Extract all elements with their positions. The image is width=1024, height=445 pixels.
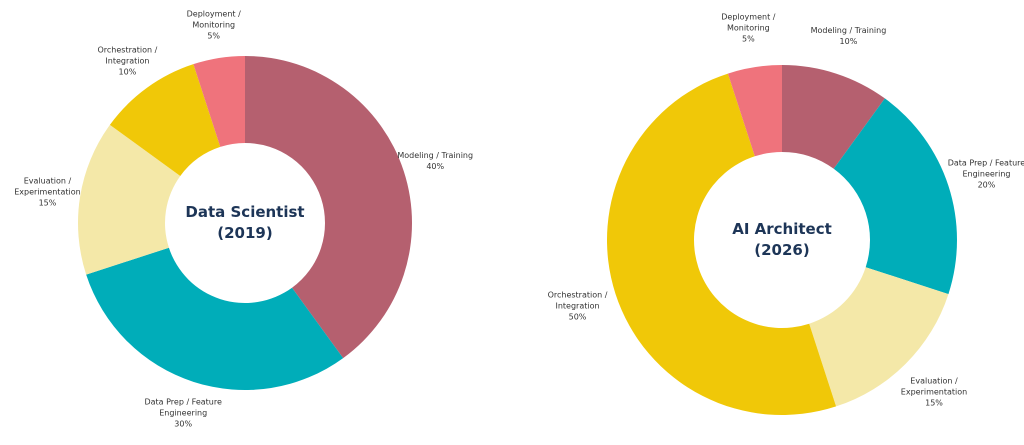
donut-segment — [193, 56, 245, 147]
value-label: 30% — [174, 419, 193, 429]
donut-segment — [78, 124, 181, 275]
donut-segment — [782, 65, 885, 169]
category-label: Data Prep / Feature Engineering — [947, 158, 1024, 179]
category-label: Orchestration / Integration — [547, 290, 608, 311]
category-label: Deployment / Monitoring — [721, 12, 776, 33]
value-label: 15% — [38, 198, 57, 208]
segment-label: Deployment / Monitoring 5% — [174, 9, 254, 42]
value-label: 15% — [925, 398, 943, 408]
segment-label: Evaluation / Experimentation 15% — [894, 376, 974, 409]
value-label: 50% — [568, 312, 587, 322]
segment-label: Data Prep / Feature Engineering 30% — [143, 397, 223, 430]
segment-label: Data Prep / Feature Engineering 20% — [946, 157, 1024, 190]
value-label: 5% — [207, 31, 221, 41]
donut-segment — [245, 56, 413, 359]
center-title: Data Scientist (2019) — [185, 203, 305, 242]
center-title: AI Architect (2026) — [732, 220, 832, 259]
donut-segment — [727, 65, 782, 157]
value-label: 10% — [118, 67, 137, 77]
category-label: Evaluation / Experimentation — [14, 176, 81, 197]
value-label: 40% — [426, 162, 445, 172]
category-label: Evaluation / Experimentation — [900, 376, 968, 397]
value-label: 10% — [839, 36, 858, 46]
donut-segment — [86, 247, 344, 391]
category-label: Orchestration / Integration — [97, 45, 158, 66]
donut-segment — [833, 98, 957, 295]
segment-label: Deployment / Monitoring 5% — [708, 11, 788, 44]
segment-label: Orchestration / Integration 10% — [87, 45, 167, 78]
category-label: Data Prep / Feature Engineering — [144, 397, 222, 418]
donut-segment — [606, 73, 837, 415]
segment-label: Modeling / Training 40% — [395, 150, 475, 172]
donut-segment — [809, 267, 949, 407]
category-label: Modeling / Training — [397, 151, 474, 161]
value-label: 20% — [977, 180, 996, 190]
donut-segment — [109, 64, 221, 176]
segment-label: Modeling / Training 10% — [808, 25, 888, 47]
value-label: 5% — [742, 34, 755, 44]
category-label: Modeling / Training — [810, 25, 887, 35]
segment-label: Orchestration / Integration 50% — [538, 290, 618, 323]
segment-label: Evaluation / Experimentation 15% — [7, 175, 87, 208]
category-label: Deployment / Monitoring — [186, 9, 241, 30]
